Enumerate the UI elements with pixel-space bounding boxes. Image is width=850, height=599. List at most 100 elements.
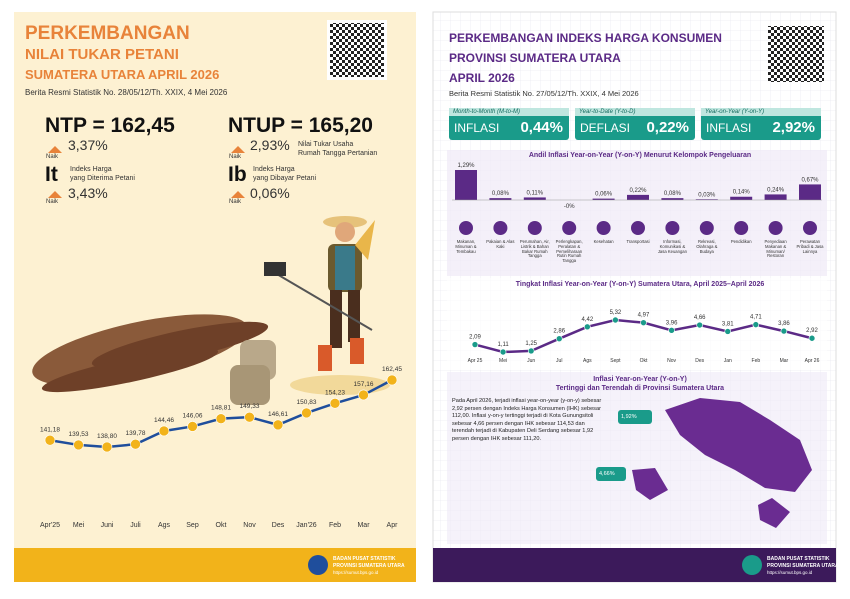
value-label: 139,78: [126, 430, 146, 437]
marker: [499, 348, 507, 356]
map-island: [632, 468, 668, 500]
category-label: Pendidikan: [730, 239, 752, 244]
desc: Indeks Harga: [253, 166, 295, 173]
value: 0,22%: [646, 119, 689, 136]
footer: BADAN PUSAT STATISTIK: [767, 556, 830, 562]
bar: [695, 199, 718, 200]
map-value: 4,66%: [599, 471, 615, 477]
map-island: [758, 498, 790, 528]
x-tick-label: Mei: [73, 522, 85, 529]
up-arrow: [48, 146, 62, 153]
marker: [158, 425, 170, 437]
value-label: 0,08%: [492, 191, 510, 197]
desc: yang Diterima Petani: [70, 175, 135, 182]
x-tick-label: Ags: [158, 522, 171, 529]
x-tick-label: Sep: [186, 522, 199, 529]
value-label: 0,06%: [595, 192, 613, 198]
direction: Naik: [46, 154, 59, 160]
bar: [489, 198, 512, 200]
x-tick-label: Des: [695, 358, 704, 364]
x-tick-label: Apr 25: [468, 358, 483, 364]
x-tick-label: Apr: [387, 522, 399, 529]
qr-code: [330, 23, 384, 77]
direction: Naik: [229, 199, 242, 205]
charts: 141,18 Apr'25 139,53 Mei 138,80 Juni 139,78 Jul…: [40, 146, 822, 529]
value-label: 3,86: [778, 321, 790, 327]
title: NILAI TUKAR PETANI: [25, 46, 179, 63]
bar: [455, 170, 477, 200]
x-tick-label: Sept: [610, 358, 621, 364]
category-label: Informasi, Komunikasi & Jasa Keuangan: [657, 239, 687, 254]
change: 2,93%: [250, 137, 290, 153]
value-label: 2,09: [469, 335, 481, 341]
category-icon: [562, 221, 577, 235]
value: 0,44%: [520, 119, 563, 136]
value-label: 146,06: [183, 412, 203, 419]
marker: [329, 397, 341, 409]
bps-logo: [308, 555, 328, 575]
marker: [130, 438, 141, 450]
marker: [808, 334, 816, 342]
footer: https://sumut.bps.go.id: [333, 570, 379, 575]
release: Berita Resmi Statistik No. 27/05/12/Th. …: [449, 89, 639, 98]
ib: Ib: [228, 163, 247, 186]
desc: Nilai Tukar Usaha: [298, 141, 354, 148]
category-icon: [596, 221, 611, 235]
marker: [73, 439, 84, 451]
title: PROVINSI SUMATERA UTARA: [449, 51, 621, 65]
value-label: 1,11: [497, 342, 509, 348]
x-tick-label: Ags: [583, 358, 592, 364]
marker: [358, 389, 369, 401]
x-tick-label: Mei: [499, 358, 507, 364]
category-label: Transportasi: [626, 239, 650, 244]
category-icon: [527, 221, 542, 235]
value-label: 2,92: [806, 328, 818, 334]
category-label: Kesehatan: [593, 239, 614, 244]
value-label: 154,23: [325, 389, 345, 396]
marker: [272, 419, 284, 431]
value-label: 1,29%: [457, 163, 475, 169]
map-value: 1,92%: [621, 414, 637, 420]
x-tick-label: Juli: [130, 522, 141, 529]
stat-box: Year-on-Year (Y-on-Y) INFLASI 2,92%: [701, 108, 821, 140]
ntup: NTUP = 165,20: [228, 114, 373, 137]
map-label-box: [618, 410, 652, 424]
footer: BADAN PUSAT STATISTIK: [333, 556, 396, 562]
category-label: Makanan, Minuman & Tembakau: [455, 239, 477, 254]
bar: [627, 194, 649, 200]
value: 2,92%: [772, 119, 815, 136]
marker: [696, 321, 703, 329]
period: Month-to-Month (M-to-M): [449, 108, 569, 116]
value-label: 4,71: [750, 315, 762, 321]
category-icon: [803, 221, 817, 235]
marker: [780, 327, 788, 335]
title: PERKEMBANGAN INDEKS HARGA KONSUMEN: [449, 31, 722, 45]
title: SUMATERA UTARA APRIL 2026: [25, 67, 220, 82]
bar: [592, 198, 615, 200]
marker: [752, 321, 760, 328]
marker: [386, 374, 398, 386]
field-illustration: [32, 314, 390, 405]
change: 3,43%: [68, 185, 108, 201]
x-tick-label: Jan'26: [296, 522, 317, 529]
chart-title: Andil Inflasi Year-on-Year (Y-on-Y) Menu…: [528, 152, 752, 159]
category-icon: [768, 221, 783, 235]
value-label: 2,86: [553, 329, 565, 335]
category-label: Penyediaan Makanan & Minuman/ Restoran: [764, 239, 787, 259]
value-label: -0%: [564, 204, 575, 210]
map-title: Inflasi Year-on-Year (Y-on-Y): [593, 376, 687, 383]
x-tick-label: Jun: [527, 358, 535, 364]
right-footer-band: [433, 548, 836, 582]
category-label: Rekreasi, Olahraga & Budaya: [696, 239, 718, 254]
category-label: Perumahan, Air, Listrik & Bahan Bakar Ru…: [519, 239, 550, 259]
release: Berita Resmi Statistik No. 28/05/12/Th. …: [25, 88, 228, 97]
marker: [640, 319, 647, 326]
marker: [215, 413, 227, 424]
stat-box: Month-to-Month (M-to-M) INFLASI 0,44%: [449, 108, 569, 140]
title: PERKEMBANGAN: [25, 23, 190, 44]
value-label: 5,32: [610, 310, 622, 316]
category-icon: [699, 221, 714, 235]
value-label: 0,14%: [733, 190, 751, 196]
category-label: Perlengkapan, Peralatan & Pemeliharaan R…: [555, 239, 583, 264]
